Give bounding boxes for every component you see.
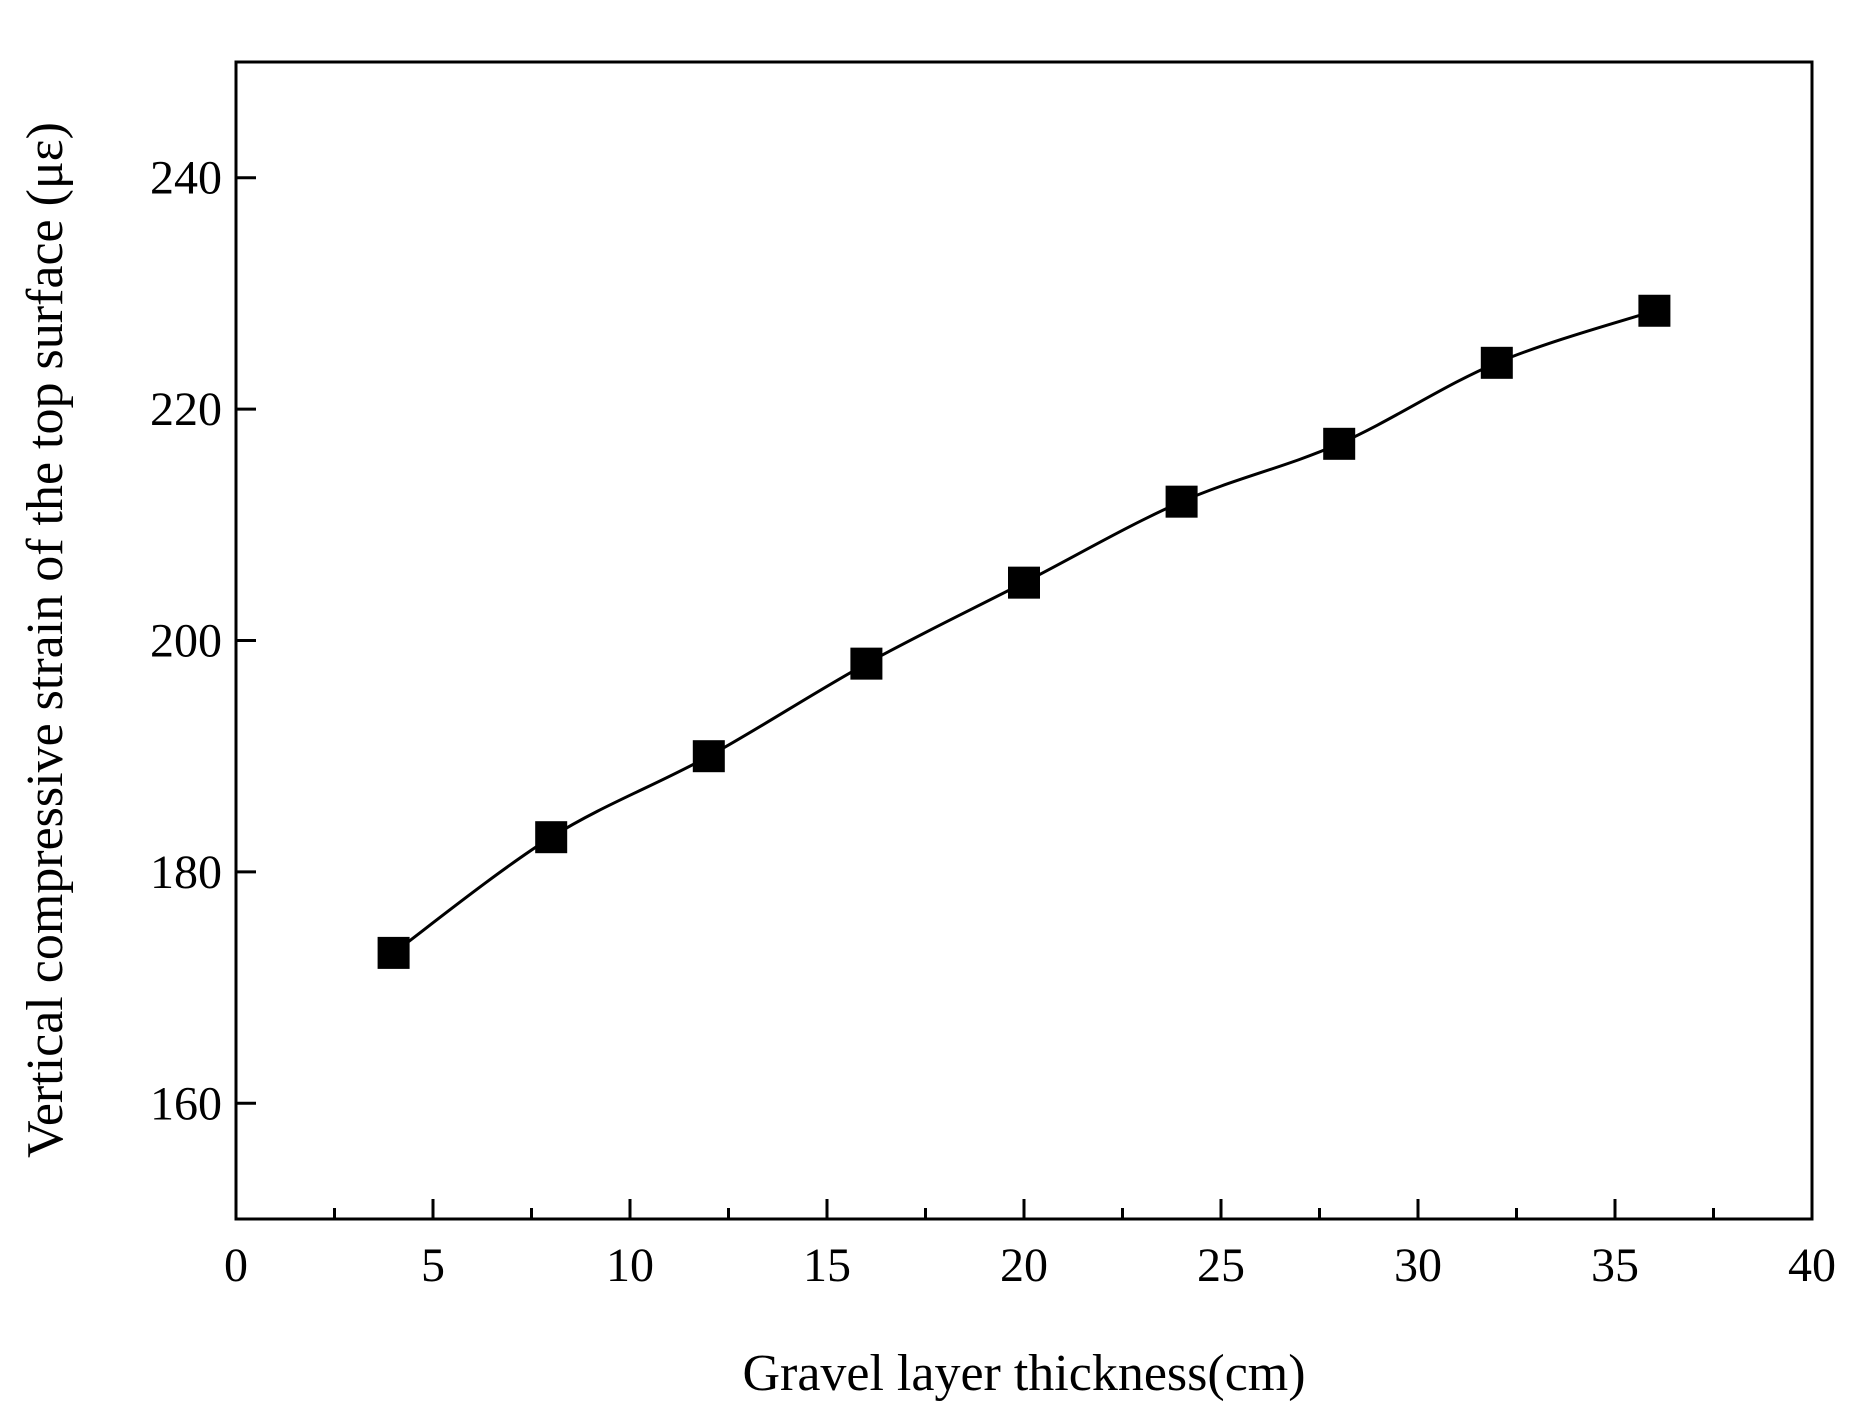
data-point <box>1165 485 1198 518</box>
x-tick-label: 35 <box>1591 1239 1639 1292</box>
data-point <box>1008 566 1040 599</box>
y-axis: 160 180 200 220 240 <box>150 152 256 1130</box>
y-axis-title: Vertical compressive strain of the top s… <box>17 122 74 1158</box>
y-tick-label: 200 <box>150 615 222 668</box>
x-axis: 0 5 10 15 20 25 30 35 40 <box>224 1199 1836 1292</box>
y-tick-label: 160 <box>150 1077 222 1130</box>
data-point <box>850 647 883 680</box>
y-tick-label: 220 <box>150 383 222 436</box>
x-tick-label: 30 <box>1394 1239 1442 1292</box>
data-point <box>1323 427 1356 460</box>
x-tick-label: 15 <box>803 1239 851 1292</box>
x-tick-label: 5 <box>421 1239 445 1292</box>
y-tick-label: 180 <box>150 846 222 899</box>
y-tick-label: 240 <box>150 152 222 205</box>
data-point <box>1480 346 1513 379</box>
data-point <box>535 821 568 854</box>
x-tick-label: 25 <box>1197 1239 1245 1292</box>
x-tick-label: 0 <box>224 1239 248 1292</box>
x-tick-label: 10 <box>606 1239 654 1292</box>
x-tick-label: 20 <box>1000 1239 1048 1292</box>
data-point <box>377 936 410 969</box>
plot-area <box>377 294 1671 969</box>
x-axis-title: Gravel layer thickness(cm) <box>742 1345 1305 1402</box>
data-point <box>692 740 725 773</box>
x-tick-label: 40 <box>1788 1239 1836 1292</box>
data-point <box>1638 294 1671 327</box>
